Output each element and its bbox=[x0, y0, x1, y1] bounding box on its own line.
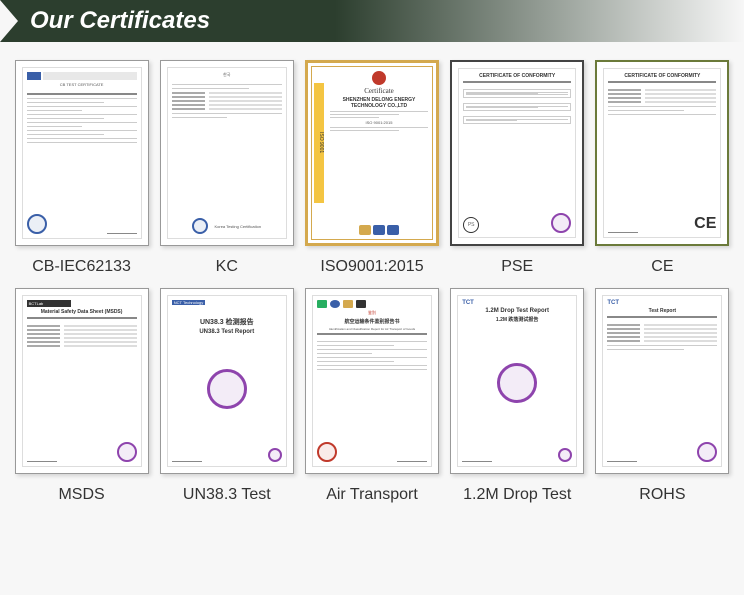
cert-seal bbox=[317, 442, 337, 462]
cert-seal bbox=[558, 448, 572, 462]
certificate-item: TCT Test Report bbox=[595, 288, 730, 504]
certificate-document-un383: NCT Technology UN38.3 检测报告 UN38.3 Test R… bbox=[160, 288, 294, 474]
iso-side-label: ISO 9001 bbox=[314, 83, 324, 203]
certificate-document-msds: BCTLab Material Safety Data Sheet (MSDS) bbox=[15, 288, 149, 474]
cert-doc-title: 航空运输条件鉴别报告书 bbox=[317, 318, 427, 325]
pse-mark-icon: PS bbox=[463, 217, 479, 233]
cert-header-logo: TCT bbox=[607, 300, 619, 306]
cert-seal bbox=[117, 442, 137, 462]
certificate-document-drop: TCT 1.2M Drop Test Report 1.2M 跌落测试报告 bbox=[450, 288, 584, 474]
cert-seal bbox=[27, 214, 47, 234]
cert-doc-title: UN38.3 检测报告 bbox=[172, 317, 282, 327]
page-title: Our Certificates bbox=[30, 7, 210, 35]
certificate-item: CERTIFICATE OF CONFORMITY PS bbox=[450, 60, 585, 276]
certificate-label: 1.2M Drop Test bbox=[463, 486, 571, 504]
certificate-label: UN38.3 Test bbox=[183, 486, 271, 504]
certificate-item: BCTLab Material Safety Data Sheet (MSDS) bbox=[14, 288, 149, 504]
cert-header-logo: NCT Technology bbox=[172, 300, 205, 305]
cert-doc-subtitle: 1.2M 跌落测试报告 bbox=[462, 316, 572, 323]
certificate-item: TCT 1.2M Drop Test Report 1.2M 跌落测试报告 1.… bbox=[450, 288, 585, 504]
certificate-item: 鉴别 航空运输条件鉴别报告书 Identification and Classi… bbox=[304, 288, 439, 504]
cert-doc-subtitle: ISO 9001:2015 bbox=[330, 120, 428, 125]
cert-doc-subtitle: UN38.3 Test Report bbox=[172, 329, 282, 335]
certificate-document-kc: 한국 Korea Testing Certification bbox=[160, 60, 294, 246]
cert-emblem bbox=[372, 71, 386, 85]
certificate-label: Air Transport bbox=[326, 486, 418, 504]
certificate-item: CERTIFICATE OF CONFORMITY CE CE bbox=[595, 60, 730, 276]
accreditation-badge bbox=[330, 300, 340, 308]
certificate-document-ce: CERTIFICATE OF CONFORMITY CE bbox=[595, 60, 729, 246]
certificate-label: MSDS bbox=[58, 486, 104, 504]
cert-seal bbox=[697, 442, 717, 462]
certificate-document-rohs: TCT Test Report bbox=[595, 288, 729, 474]
cert-doc-subtitle: Identification and Classification Report… bbox=[317, 327, 427, 331]
cert-doc-title: CERTIFICATE OF CONFORMITY bbox=[608, 73, 716, 79]
cert-seal-large bbox=[497, 363, 537, 403]
cert-seal bbox=[268, 448, 282, 462]
header-arrow-decoration bbox=[0, 0, 18, 42]
cert-doc-title: CERTIFICATE OF CONFORMITY bbox=[463, 73, 571, 79]
certificate-label: ROHS bbox=[639, 486, 685, 504]
ce-mark-icon: CE bbox=[694, 215, 716, 233]
accreditation-badge bbox=[343, 300, 353, 308]
cert-logo-iec bbox=[27, 72, 41, 80]
certificate-document-iso: ISO 9001 Certificate SHENZHEN DELONG ENE… bbox=[305, 60, 439, 246]
cert-seal bbox=[551, 213, 571, 233]
certificate-label: ISO9001:2015 bbox=[320, 258, 423, 276]
certificate-label: CB-IEC62133 bbox=[32, 258, 131, 276]
certificate-item: CB TEST CERTIFICATE CB-IEC62133 bbox=[14, 60, 149, 276]
cert-doc-title: CB TEST CERTIFICATE bbox=[27, 82, 137, 87]
cert-doc-title: Test Report bbox=[607, 308, 717, 314]
header-bar: Our Certificates bbox=[0, 0, 744, 42]
accreditation-badge bbox=[317, 300, 327, 308]
certificate-label: CE bbox=[651, 258, 673, 276]
accreditation-badge bbox=[359, 225, 371, 235]
certificate-document-air: 鉴别 航空运输条件鉴别报告书 Identification and Classi… bbox=[305, 288, 439, 474]
certificate-document-cb: CB TEST CERTIFICATE bbox=[15, 60, 149, 246]
certificate-document-pse: CERTIFICATE OF CONFORMITY PS bbox=[450, 60, 584, 246]
accreditation-badge bbox=[387, 225, 399, 235]
accreditation-badge bbox=[373, 225, 385, 235]
cert-header-logo: TCT bbox=[462, 300, 474, 306]
certificate-item: 한국 Korea Testing Certification bbox=[159, 60, 294, 276]
certificate-item: ISO 9001 Certificate SHENZHEN DELONG ENE… bbox=[304, 60, 439, 276]
cert-seal bbox=[192, 218, 208, 234]
cert-doc-title: Korea Testing Certification bbox=[214, 224, 261, 229]
cert-doc-title: SHENZHEN DELONG ENERGY TECHNOLOGY CO.,LT… bbox=[330, 97, 428, 109]
certificate-label: PSE bbox=[501, 258, 533, 276]
certificate-item: NCT Technology UN38.3 检测报告 UN38.3 Test R… bbox=[159, 288, 294, 504]
certificate-label: KC bbox=[216, 258, 238, 276]
cert-seal-large bbox=[207, 369, 247, 409]
accreditation-badge bbox=[356, 300, 366, 308]
cert-doc-title: 1.2M Drop Test Report bbox=[462, 308, 572, 314]
cert-doc-title: Material Safety Data Sheet (MSDS) bbox=[27, 309, 137, 315]
certificates-grid: CB TEST CERTIFICATE CB-IEC62133 한국 bbox=[0, 42, 744, 522]
cert-header-logo: BCTLab bbox=[27, 300, 71, 307]
